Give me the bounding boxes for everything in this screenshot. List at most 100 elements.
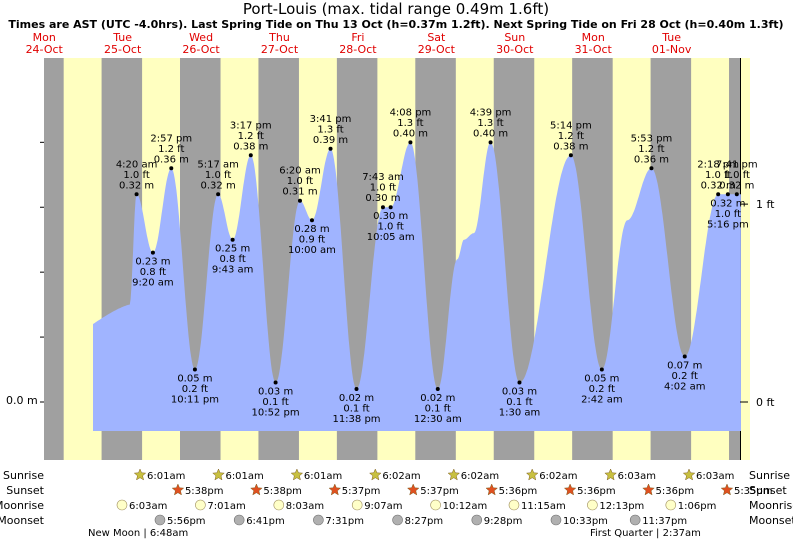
- extreme-label: 0.32 m: [201, 180, 236, 191]
- moonrise-icon: [430, 499, 441, 511]
- extreme-label: 0.23 m: [135, 257, 170, 268]
- moonset-icon: [313, 514, 324, 526]
- extreme-label: 4:02 am: [664, 382, 706, 393]
- row-label-right: Moonset: [749, 514, 793, 527]
- extreme-point: [599, 367, 604, 372]
- extreme-label: 9:43 am: [212, 265, 254, 276]
- sunset-time: 5:36pm: [499, 486, 538, 497]
- extreme-label: 0.1 ft: [343, 404, 369, 415]
- moonset-time: 8:27pm: [405, 516, 444, 527]
- day-date: 26-Oct: [182, 43, 220, 56]
- day-labels: Mon24-OctTue25-OctWed26-OctThu27-OctFri2…: [26, 31, 692, 56]
- extreme-point: [169, 166, 174, 171]
- extreme-label: 0.36 m: [154, 154, 189, 165]
- extreme-label: 2:42 am: [581, 395, 623, 406]
- extreme-label: 0.38 m: [553, 141, 588, 152]
- moonrise-icon: [116, 499, 128, 511]
- moonrise-time: 12:13pm: [599, 501, 644, 512]
- extreme-label: 1.3 ft: [317, 124, 343, 135]
- extreme-point: [309, 218, 314, 223]
- right-tick-label: 0 ft: [756, 396, 775, 409]
- sunrise-time: 6:01am: [225, 471, 263, 482]
- extreme-label: 0.25 m: [215, 244, 250, 255]
- moonset-icon: [550, 514, 562, 526]
- sunrise-time: 6:02am: [461, 471, 499, 482]
- day-name: Wed: [189, 31, 213, 44]
- extreme-point: [216, 192, 221, 197]
- sunset-time: 5:37pm: [420, 486, 459, 497]
- moonset-icon: [233, 514, 245, 526]
- sunrise-time: 6:01am: [147, 471, 185, 482]
- sunset-icon: [328, 483, 342, 496]
- extreme-label: 0.02 m: [339, 393, 374, 404]
- extreme-label: 0.39 m: [313, 135, 348, 146]
- moonrise-time: 10:12am: [443, 501, 488, 512]
- extreme-label: 0.9 ft: [299, 235, 325, 246]
- row-label-right: Sunrise: [749, 469, 790, 482]
- sunrise-time: 6:03am: [618, 471, 656, 482]
- sunset-icon: [642, 483, 655, 496]
- day-name: Sun: [504, 31, 525, 44]
- extreme-label: 3:41 pm: [310, 114, 352, 125]
- row-label-left: Moonrise: [0, 499, 44, 512]
- sunset-icon: [171, 483, 185, 496]
- extreme-label: 6:20 am: [279, 166, 321, 177]
- sunrise-icon: [133, 468, 147, 481]
- sun-moon-rows: Sunrise Sunrise Sunset Sunset Moonrise Moonri…: [0, 468, 793, 539]
- extreme-point: [408, 140, 413, 145]
- extreme-label: 0.40 m: [393, 128, 428, 139]
- extreme-point: [517, 380, 522, 385]
- sunrise-icon: [447, 468, 461, 481]
- moonset-time: 9:28pm: [484, 516, 523, 527]
- extreme-point: [230, 237, 235, 242]
- day-date: 31-Oct: [575, 43, 613, 56]
- extreme-point: [192, 367, 197, 372]
- extreme-label: 0.07 m: [667, 361, 702, 372]
- sunrise-time: 6:03am: [696, 471, 734, 482]
- moonrise-time: 1:06pm: [678, 501, 717, 512]
- extreme-point: [380, 205, 385, 210]
- row-label-left: Sunrise: [3, 469, 44, 482]
- extreme-label: 4:20 am: [116, 159, 158, 170]
- day-name: Mon: [582, 31, 605, 44]
- moonset-time: 7:31pm: [325, 516, 364, 527]
- extreme-label: 10:05 am: [367, 232, 415, 243]
- extreme-label: 10:00 am: [288, 245, 336, 256]
- extreme-label: 1.0 ft: [370, 183, 396, 194]
- extreme-point: [273, 380, 278, 385]
- extreme-label: 0.38 m: [233, 141, 268, 152]
- extreme-label: 0.03 m: [502, 387, 537, 398]
- chart-subtitle: Times are AST (UTC -4.0hrs). Last Spring…: [8, 18, 783, 31]
- extreme-label: 0.2 ft: [672, 371, 698, 382]
- axis-ticks: 0 ft 1 ft: [40, 141, 775, 409]
- day-date: 29-Oct: [418, 43, 456, 56]
- extreme-label: 0.2 ft: [589, 384, 615, 395]
- extreme-label: 0.31 m: [282, 187, 317, 198]
- extreme-label: 0.05 m: [177, 374, 212, 385]
- extreme-label: 0.32 m: [119, 180, 154, 191]
- sunrise-icon: [368, 468, 382, 481]
- extreme-label: 7:41 pm: [716, 159, 758, 170]
- day-name: Tue: [112, 31, 132, 44]
- extreme-label: 1.2 ft: [558, 131, 584, 142]
- moonrise-icon: [665, 499, 677, 511]
- extreme-point: [682, 354, 687, 359]
- sunrise-time: 6:02am: [382, 471, 420, 482]
- extreme-label: 1.0 ft: [724, 170, 750, 181]
- extreme-label: 5:16 pm: [707, 219, 749, 230]
- day-date: 25-Oct: [104, 43, 142, 56]
- extreme-label: 0.1 ft: [262, 397, 288, 408]
- row-label-right: Moonrise: [749, 499, 793, 512]
- extreme-point: [488, 140, 493, 145]
- sunrise-icon: [604, 468, 617, 481]
- extreme-label: 0.32 m: [719, 180, 754, 191]
- sunrise-time: 6:01am: [304, 471, 342, 482]
- extreme-label: 1.3 ft: [477, 118, 503, 129]
- sunrise-icon: [525, 468, 539, 481]
- extreme-label: 0.36 m: [634, 154, 669, 165]
- day-date: 30-Oct: [496, 43, 534, 56]
- extreme-label: 12:30 am: [414, 414, 462, 425]
- extreme-point: [388, 205, 393, 210]
- extreme-label: 0.32 m: [701, 180, 736, 191]
- right-tick-label: 1 ft: [756, 198, 775, 211]
